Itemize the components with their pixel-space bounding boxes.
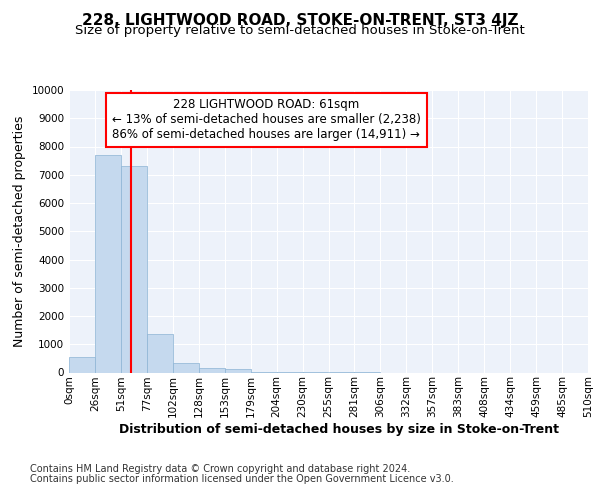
Bar [147, 334, 173, 372]
Bar [95, 155, 121, 372]
Text: Contains HM Land Registry data © Crown copyright and database right 2024.: Contains HM Land Registry data © Crown c… [30, 464, 410, 474]
Bar [173, 364, 199, 372]
Bar [121, 166, 147, 372]
Text: Distribution of semi-detached houses by size in Stoke-on-Trent: Distribution of semi-detached houses by … [119, 422, 559, 436]
Bar [224, 369, 251, 372]
Bar [199, 368, 224, 372]
Text: Contains public sector information licensed under the Open Government Licence v3: Contains public sector information licen… [30, 474, 454, 484]
Text: Size of property relative to semi-detached houses in Stoke-on-Trent: Size of property relative to semi-detach… [75, 24, 525, 37]
Text: 228, LIGHTWOOD ROAD, STOKE-ON-TRENT, ST3 4JZ: 228, LIGHTWOOD ROAD, STOKE-ON-TRENT, ST3… [82, 12, 518, 28]
Bar [69, 357, 95, 372]
Text: 228 LIGHTWOOD ROAD: 61sqm
← 13% of semi-detached houses are smaller (2,238)
86% : 228 LIGHTWOOD ROAD: 61sqm ← 13% of semi-… [112, 98, 421, 142]
Y-axis label: Number of semi-detached properties: Number of semi-detached properties [13, 116, 26, 347]
